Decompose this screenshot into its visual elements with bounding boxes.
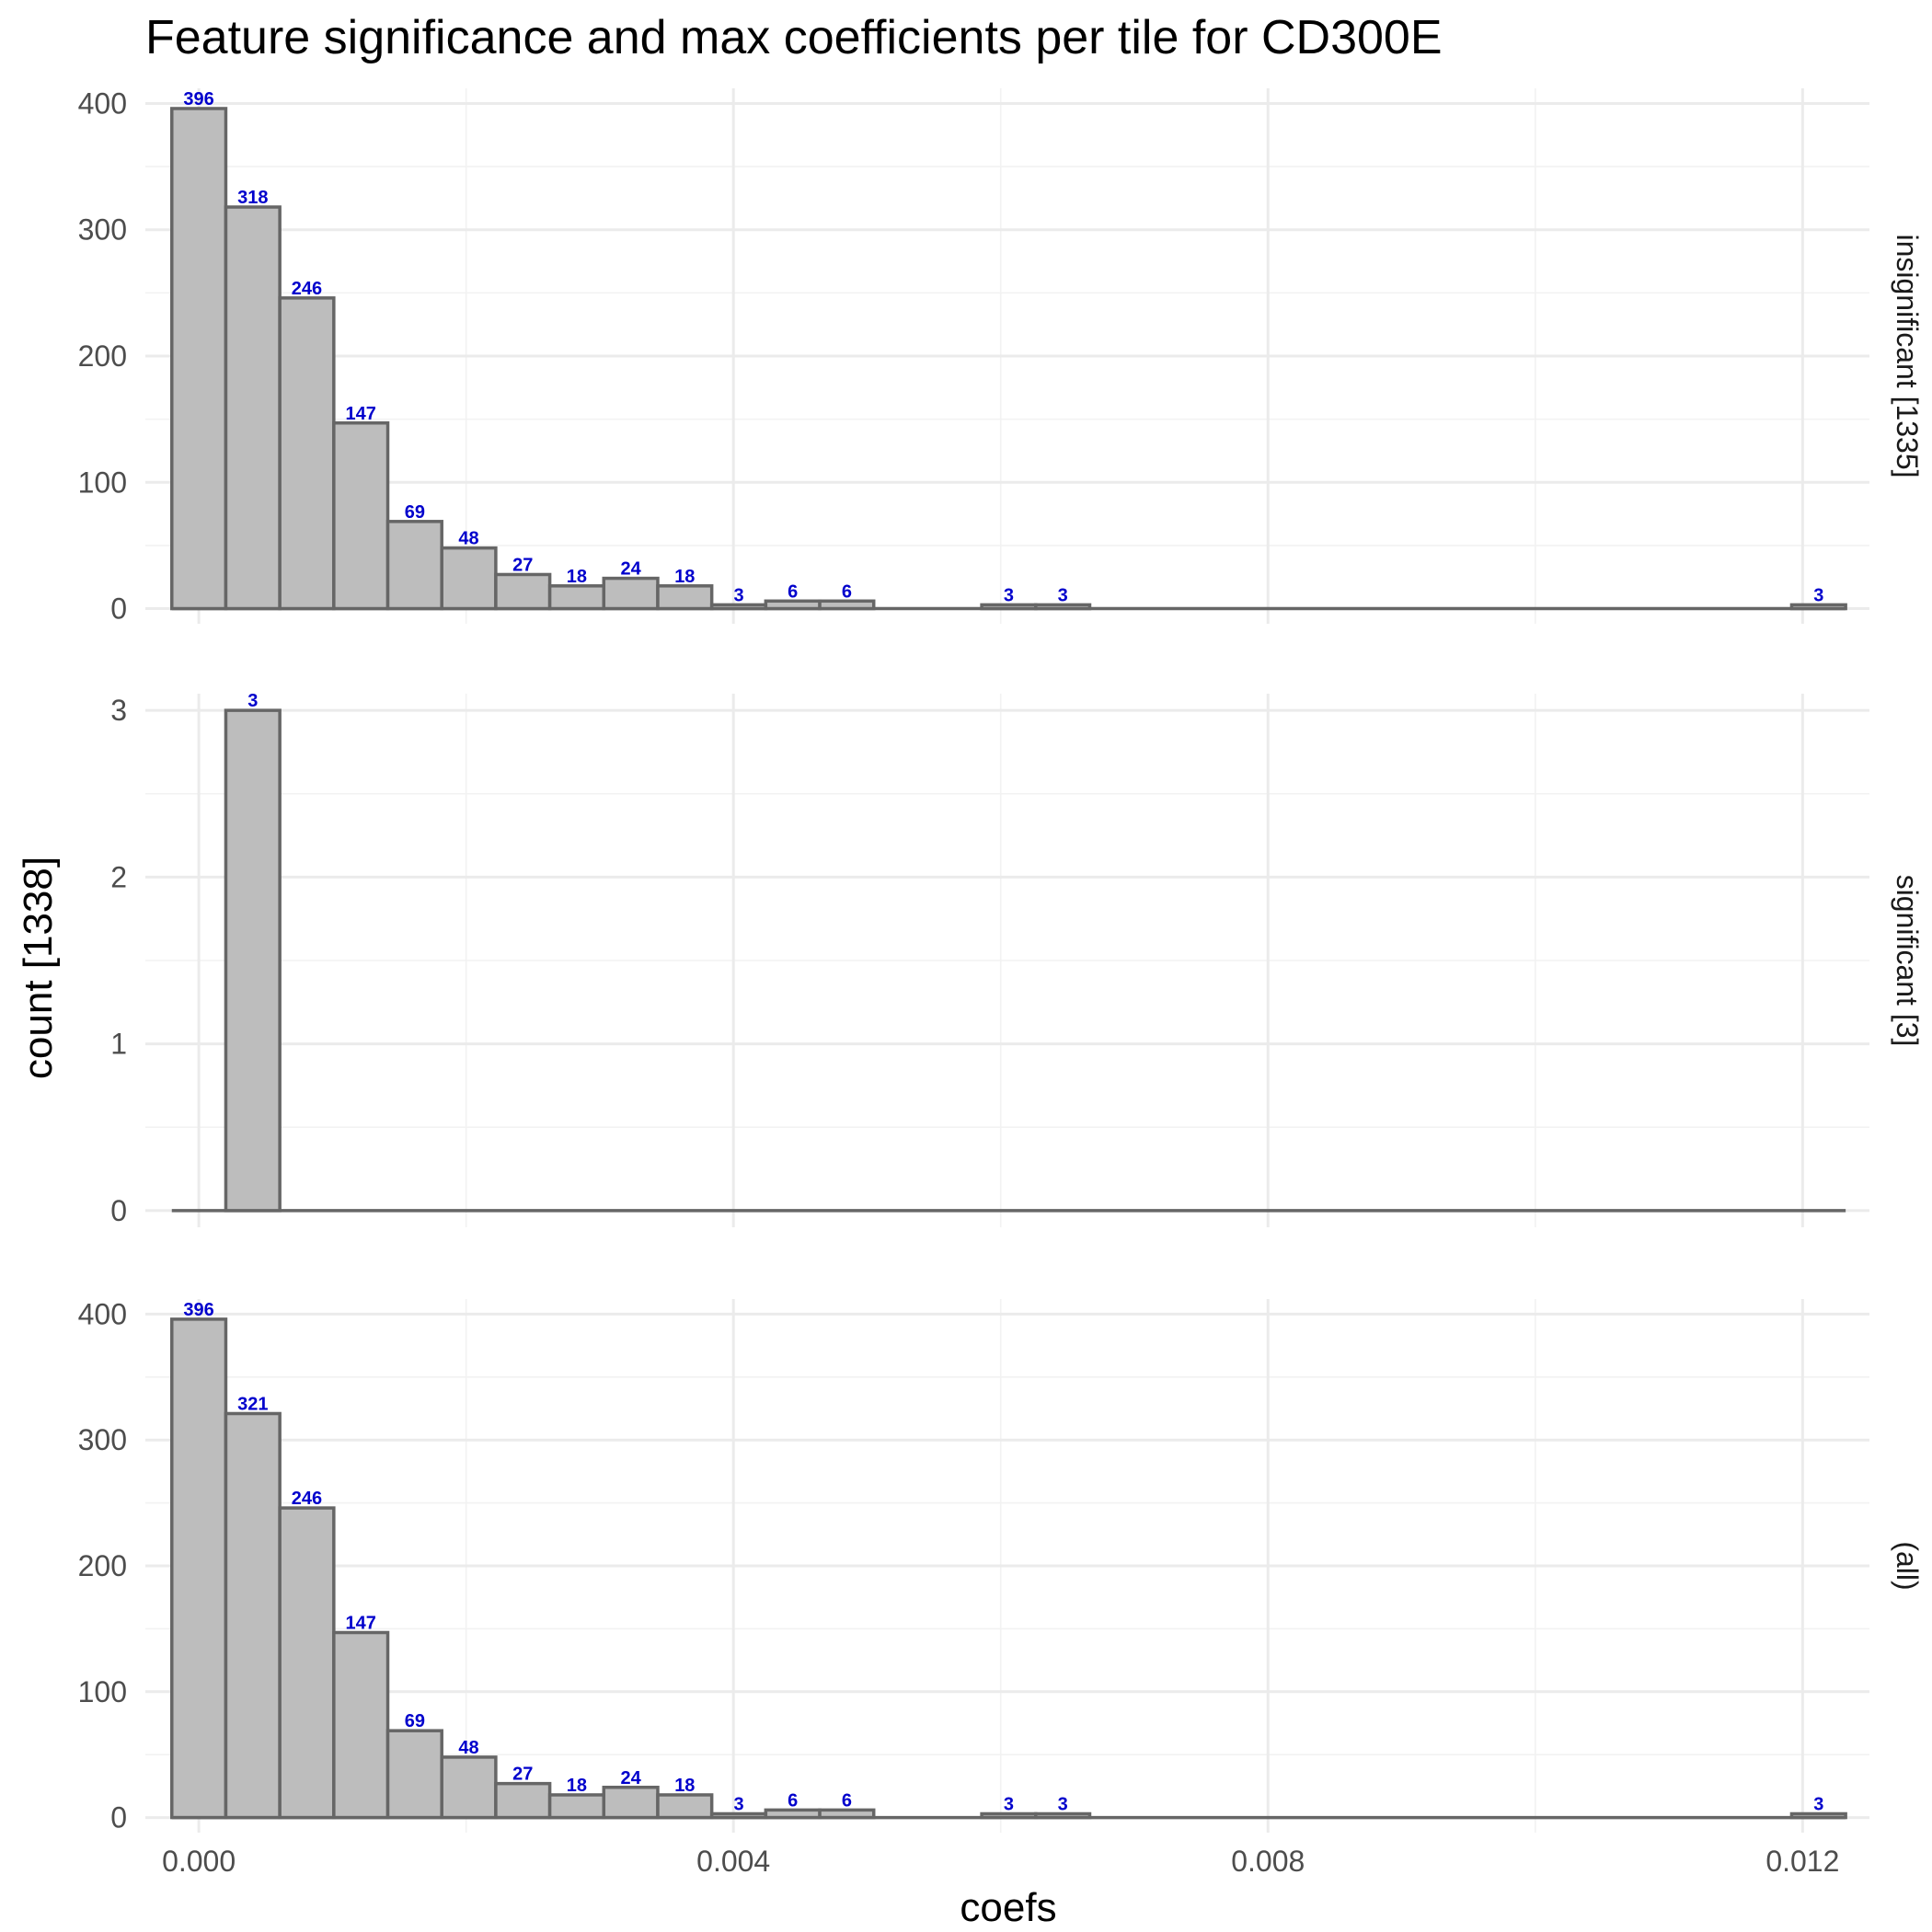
x-tick-label: 0.000 [162,1845,236,1878]
y-tick-label: 0 [110,592,127,626]
histogram-bar [170,1317,228,1820]
histogram-bar [440,1755,498,1820]
facet-panel: 0 1 2 3 3 significant [3] [110,691,1924,1227]
x-tick-label: 0.012 [1765,1845,1839,1878]
bar-count-label: 318 [237,188,268,208]
histogram-bar [440,546,498,611]
chart-title: Feature significance and max coefficient… [145,11,1443,64]
histogram-bar [385,520,443,611]
histogram-bar [656,584,714,611]
bar-count-label: 18 [674,567,695,587]
bar-count-label: 147 [345,1614,375,1634]
x-axis-title: coefs [960,1885,1056,1930]
facet-strip-label: insignificant [1335] [1891,234,1924,477]
bar-count-label: 27 [512,1765,533,1785]
bar-count-label: 6 [842,581,852,602]
bar-count-label: 27 [512,555,533,575]
facet-strip-label: significant [3] [1891,875,1924,1047]
bar-count-label: 396 [183,1300,213,1320]
bar-count-label: 6 [788,581,798,602]
y-tick-label: 400 [78,1297,127,1330]
histogram-bar [1789,1811,1847,1820]
y-tick-label: 300 [78,1423,127,1456]
histogram-bar [170,107,228,611]
histogram-bar [764,599,822,611]
histogram-bar [602,576,660,611]
bar-count-label: 24 [621,559,642,580]
histogram-bar [332,1630,390,1820]
bar-count-label: 48 [458,1738,478,1758]
histogram-bar [224,205,282,611]
y-tick-label: 3 [110,694,127,727]
y-tick-label: 2 [110,860,127,893]
bar-count-label: 3 [1813,585,1823,605]
bar-count-label: 3 [1813,1794,1823,1814]
bar-count-label: 18 [567,567,587,587]
histogram-bar [278,296,336,611]
bar-count-label: 48 [458,529,478,549]
bar-count-label: 3 [1004,1794,1014,1814]
y-tick-label: 100 [78,466,127,499]
bar-count-label: 24 [621,1768,642,1788]
bar-count-label: 3 [1058,1794,1068,1814]
bar-count-label: 6 [788,1790,798,1811]
y-tick-label: 1 [110,1028,127,1061]
histogram-bar [818,599,876,611]
histogram-bar [385,1729,443,1820]
histogram-bar [332,421,390,611]
x-tick-label: 0.008 [1231,1845,1305,1878]
histogram-bar [547,1793,606,1820]
facet-strip-label: (all) [1891,1541,1924,1590]
histogram-bar [1034,603,1092,611]
bar-count-label: 69 [405,502,425,523]
bar-count-label: 3 [733,1794,743,1814]
y-tick-label: 200 [78,339,127,373]
histogram-bar [224,708,282,1213]
bar-count-label: 18 [674,1776,695,1796]
histogram-bar [494,572,552,611]
bar-count-label: 3 [247,691,258,711]
facet-panel: 0 100 200 300 400 396 321 246 147 69 48 27 18 24 18 3 6 6… [78,1297,1924,1834]
facet-panel: 0 100 200 300 400 396 318 246 147 69 48 27 18 24 18 3 6 6… [78,86,1924,625]
y-tick-label: 100 [78,1675,127,1708]
y-tick-label: 300 [78,213,127,247]
y-tick-label: 0 [110,1801,127,1834]
bar-count-label: 18 [567,1776,587,1796]
bar-count-label: 3 [733,585,743,605]
x-tick-label: 0.004 [696,1845,770,1878]
y-tick-label: 0 [110,1194,127,1227]
histogram-bar [656,1793,714,1820]
y-tick-label: 400 [78,86,127,120]
histogram-bar [547,584,606,611]
bar-count-label: 246 [292,1489,322,1509]
bar-count-label: 3 [1058,585,1068,605]
histogram-bar [1789,603,1847,611]
y-axis-title: count [1338] [16,857,61,1079]
bar-count-label: 321 [237,1394,268,1414]
bar-count-label: 69 [405,1711,425,1731]
histogram-bar [818,1808,876,1820]
bar-count-label: 3 [1004,585,1014,605]
histogram-bar [602,1786,660,1820]
bar-count-label: 6 [842,1790,852,1811]
y-tick-label: 200 [78,1549,127,1582]
histogram-bar [224,1411,282,1820]
bar-count-label: 246 [292,279,322,299]
histogram-bar [278,1506,336,1820]
histogram-bar [494,1781,552,1820]
bar-count-label: 147 [345,404,375,424]
histogram-bar [1034,1811,1092,1820]
bar-count-label: 396 [183,89,213,109]
histogram-bar [764,1808,822,1820]
